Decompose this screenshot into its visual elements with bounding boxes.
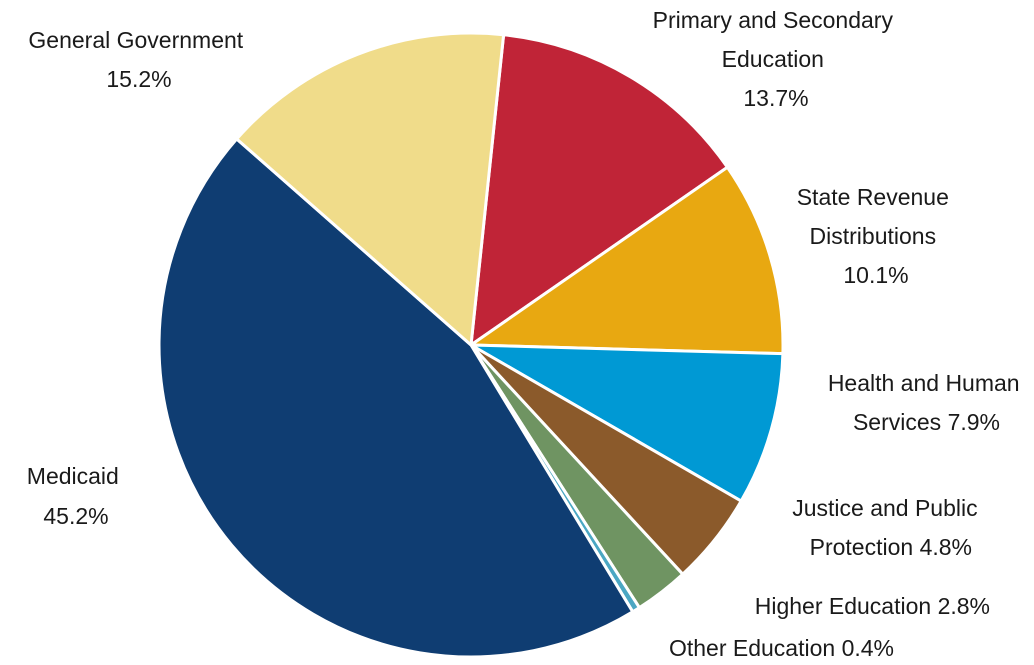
label-line: Justice and Public bbox=[792, 495, 977, 521]
label-line: State Revenue bbox=[797, 184, 949, 210]
label-state-revenue-distributions: State Revenue Distributions 10.1% bbox=[797, 184, 956, 288]
label-line: Medicaid bbox=[27, 463, 119, 489]
label-health-human-services: Health and Human Services 7.9% bbox=[828, 370, 1026, 435]
label-pct: 7.9% bbox=[948, 409, 1000, 435]
label-justice-public-protection: Justice and Public Protection 4.8% bbox=[792, 495, 984, 560]
label-other-education: Other Education 0.4% bbox=[669, 635, 894, 661]
label-general-government: General Government 15.2% bbox=[28, 27, 249, 92]
pie-slice-medicaid bbox=[157, 137, 635, 659]
label-higher-education: Higher Education 2.8% bbox=[755, 593, 990, 619]
label-line: Education bbox=[722, 46, 824, 72]
label-pct: 13.7% bbox=[743, 85, 808, 111]
pie-slice-health-and-human-services bbox=[469, 343, 785, 503]
label-line: General Government bbox=[28, 27, 243, 53]
pie-slice-general-government bbox=[235, 31, 506, 347]
label-pct: 0.4% bbox=[842, 635, 894, 661]
label-line-text: Services bbox=[853, 409, 941, 435]
pie-slice-state-revenue-distributions bbox=[469, 165, 785, 356]
pie-slice-primary-and-secondary-education bbox=[469, 33, 729, 347]
label-pct: 2.8% bbox=[938, 593, 990, 619]
label-pct: 45.2% bbox=[43, 503, 108, 529]
label-line: Other Education 0.4% bbox=[669, 635, 894, 661]
label-line: Protection 4.8% bbox=[810, 534, 972, 560]
label-line: Primary and Secondary bbox=[653, 7, 894, 33]
label-line: Health and Human bbox=[828, 370, 1020, 396]
label-medicaid: Medicaid 45.2% bbox=[27, 463, 125, 529]
label-pct: 10.1% bbox=[843, 262, 908, 288]
label-line: Higher Education 2.8% bbox=[755, 593, 990, 619]
label-pct: 4.8% bbox=[920, 534, 972, 560]
label-pct: 15.2% bbox=[106, 66, 171, 92]
label-line: Distributions bbox=[810, 223, 937, 249]
label-primary-secondary-education: Primary and Secondary Education 13.7% bbox=[653, 7, 900, 111]
pie-slices bbox=[157, 31, 785, 659]
label-line-text: Other Education bbox=[669, 635, 835, 661]
label-line-text: Higher Education bbox=[755, 593, 931, 619]
label-line-text: Protection bbox=[810, 534, 914, 560]
label-line: Services 7.9% bbox=[853, 409, 1000, 435]
